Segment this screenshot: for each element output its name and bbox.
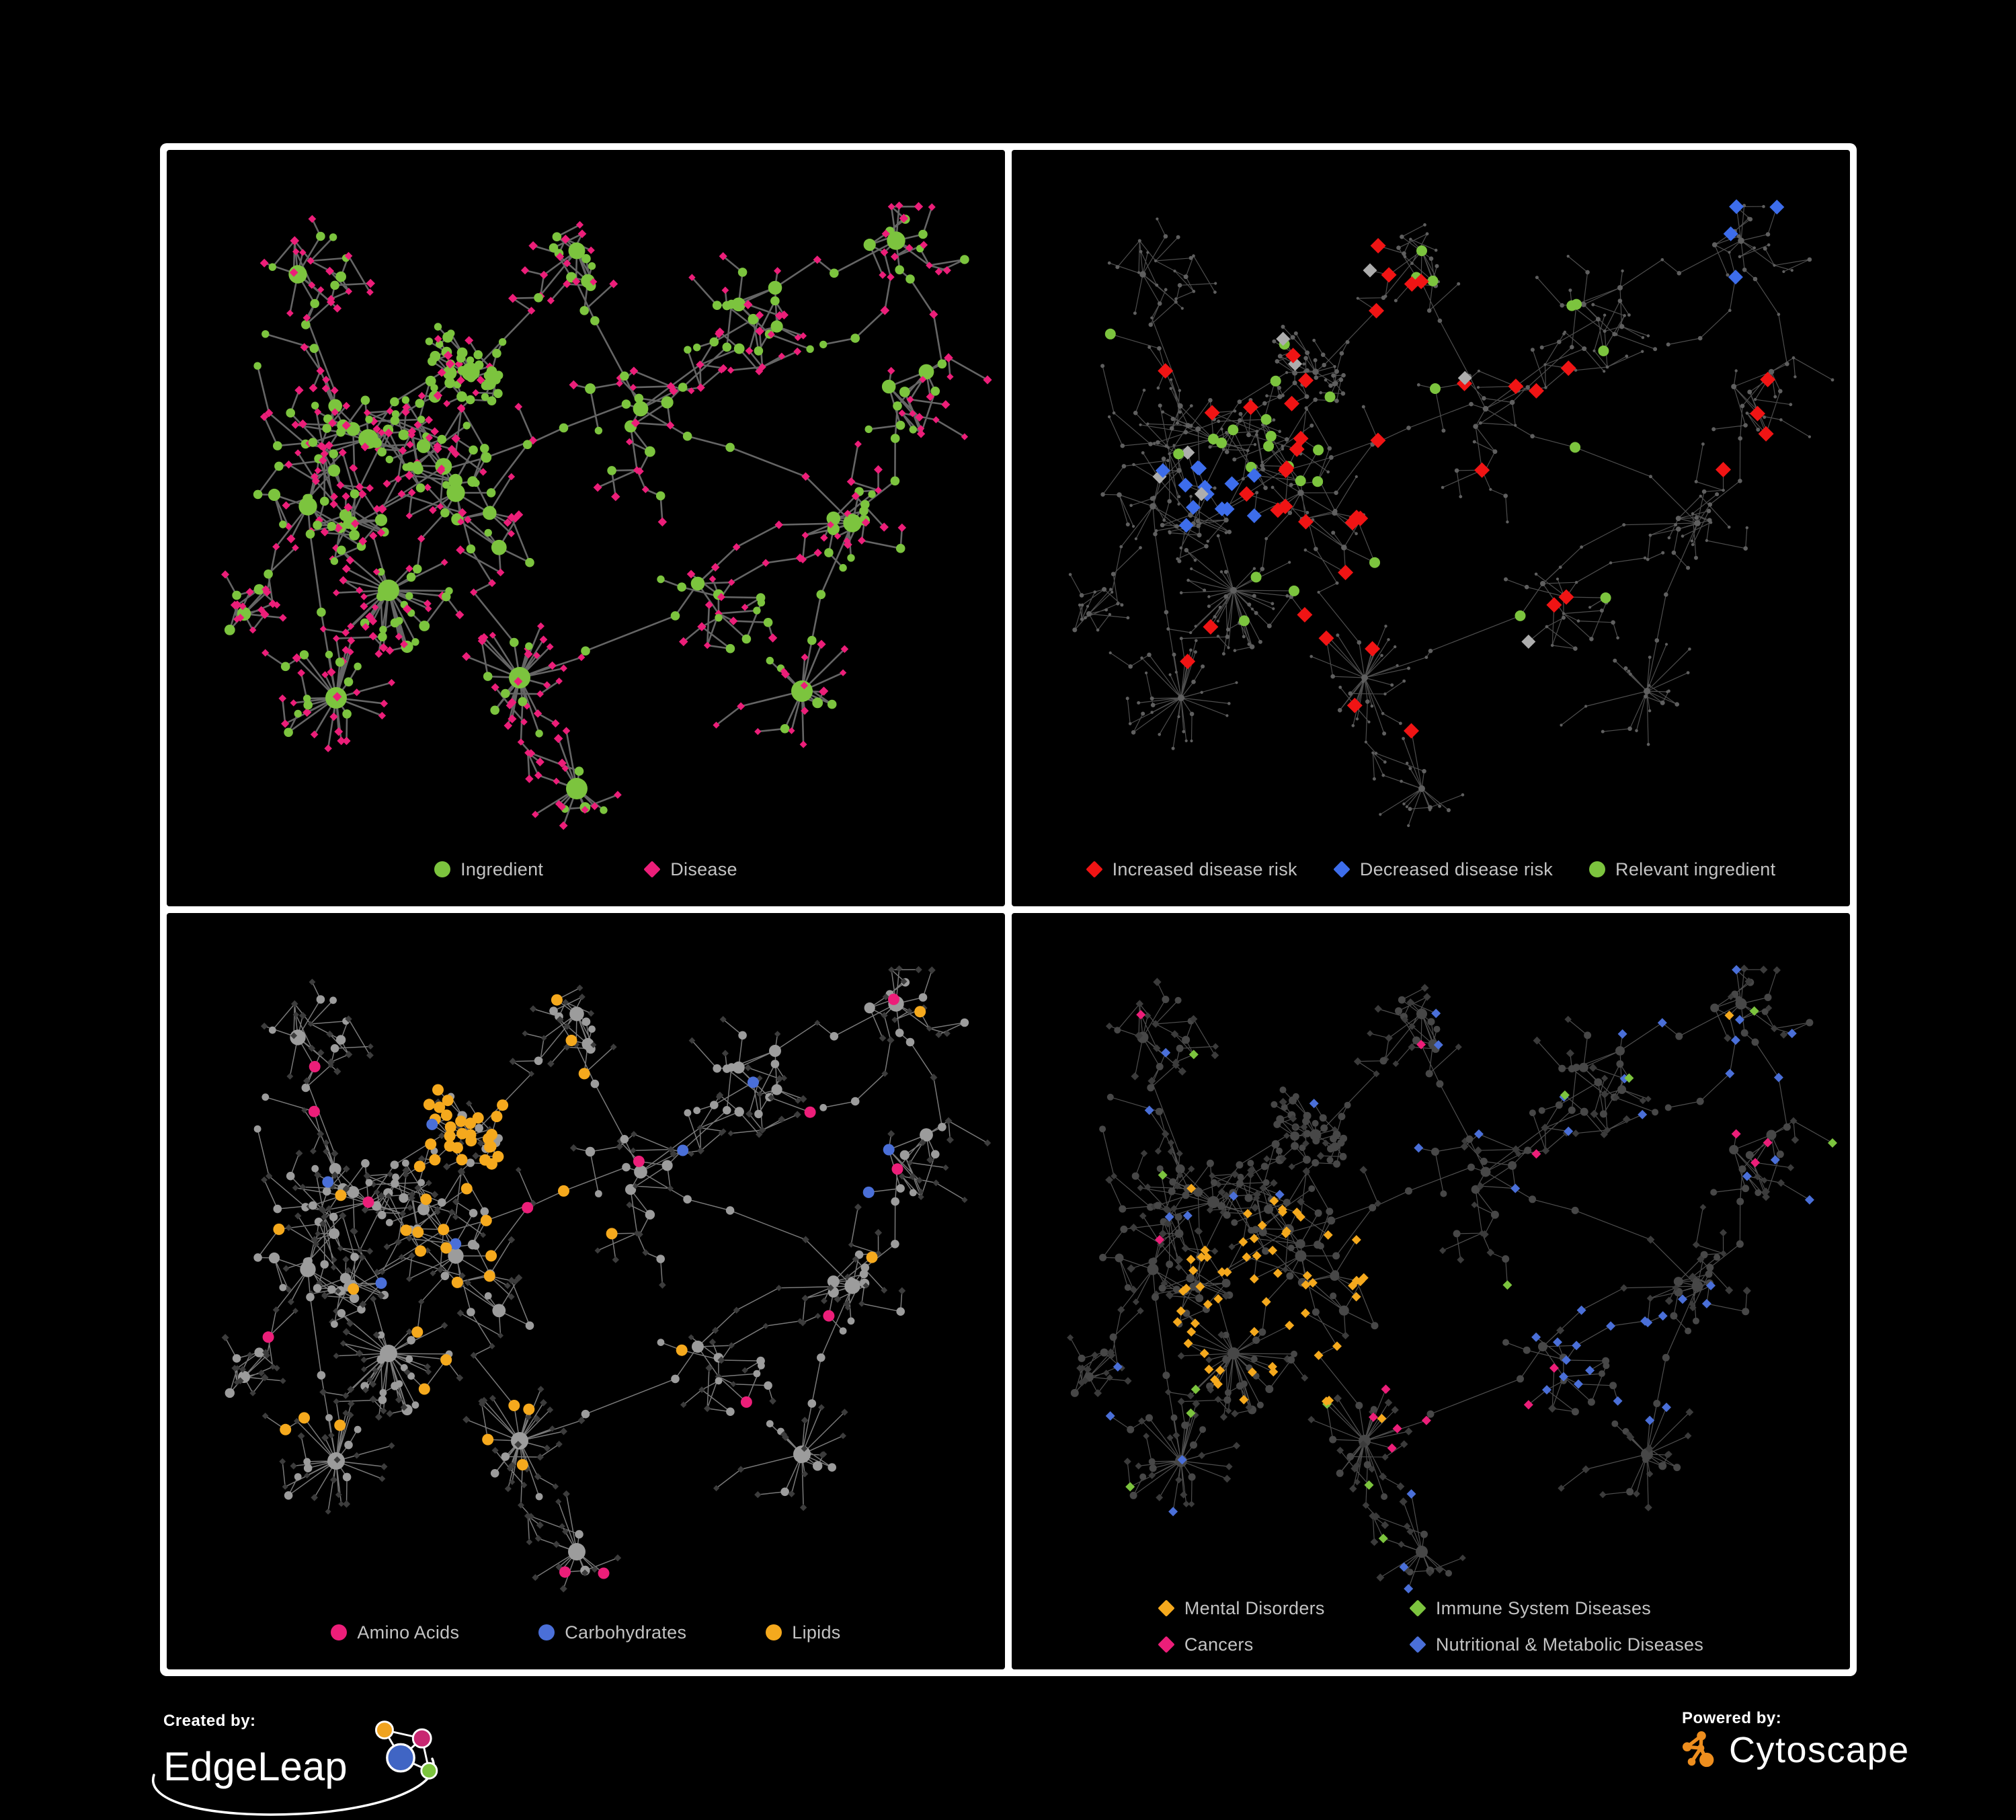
- legend-item-carbohydrates: Carbohydrates: [538, 1618, 686, 1647]
- cytoscape-logo-text: Cytoscape: [1729, 1730, 1910, 1770]
- panel-disease-risk: Increased disease risk Decreased disease …: [1012, 150, 1850, 906]
- legend-label: Nutritional & Metabolic Diseases: [1435, 1634, 1704, 1655]
- diamond-marker-icon: [1158, 1636, 1175, 1653]
- disease-categories-legend: Mental Disorders Immune System Diseases Ca…: [1012, 1593, 1850, 1659]
- circle-marker-icon: [538, 1624, 555, 1640]
- highlight-nodes: [1105, 965, 1837, 1593]
- legend-label: Lipids: [792, 1622, 841, 1643]
- legend-label: Immune System Diseases: [1435, 1597, 1652, 1618]
- disease-categories-network: [1067, 964, 1837, 1593]
- edgeleap-credit: Created by: EdgeLeap: [151, 1712, 486, 1816]
- legend-item-increased-disease-risk: Increased disease risk: [1085, 855, 1297, 884]
- base-nodes: [1067, 964, 1814, 1582]
- legend-item-amino-acids: Amino Acids: [331, 1618, 459, 1647]
- panel-ingredient-disease: Ingredient Disease: [167, 150, 1005, 906]
- legend-label: Relevant ingredient: [1615, 859, 1776, 879]
- base-nodes: [1068, 204, 1834, 828]
- circle-marker-icon: [331, 1624, 348, 1640]
- highlight-nodes: [262, 993, 926, 1579]
- ingredient-disease-legend: Ingredient Disease: [167, 855, 1005, 884]
- legend-item-nutritional-metabolic-diseases: Nutritional & Metabolic Diseases: [1409, 1630, 1704, 1659]
- cytoscape-credit: Powered by: Cytoscape: [1682, 1709, 1964, 1790]
- legend-item-cancers: Cancers: [1158, 1630, 1410, 1659]
- legend-label: Carbohydrates: [565, 1622, 687, 1643]
- edgeleap-logo-icon: [374, 1720, 438, 1780]
- legend-label: Mental Disorders: [1184, 1597, 1325, 1618]
- circle-marker-icon: [1589, 861, 1606, 877]
- legend-item-ingredient: Ingredient: [434, 855, 543, 884]
- ingredient-disease-network: [221, 201, 992, 830]
- highlight-nodes: [1104, 199, 1785, 739]
- ingredient-classes-network: [221, 965, 992, 1593]
- disease-risk-legend: Increased disease risk Decreased disease …: [1012, 855, 1850, 884]
- edgeleap-logo: EdgeLeap: [163, 1720, 486, 1800]
- legend-item-decreased-disease-risk: Decreased disease risk: [1333, 855, 1554, 884]
- diamond-marker-icon: [1158, 1599, 1175, 1617]
- legend-label: Decreased disease risk: [1359, 859, 1554, 879]
- cytoscape-logo: Cytoscape: [1682, 1731, 1964, 1770]
- legend-item-lipids: Lipids: [766, 1618, 840, 1647]
- panel-grid: Ingredient Disease Increased disease risk…: [160, 143, 1857, 1676]
- ingredient-classes-legend: Amino Acids Carbohydrates Lipids: [167, 1618, 1005, 1647]
- legend-item-relevant-ingredient: Relevant ingredient: [1589, 855, 1775, 884]
- legend-item-mental-disorders: Mental Disorders: [1158, 1593, 1410, 1623]
- circle-marker-icon: [434, 861, 451, 877]
- diamond-marker-icon: [1085, 861, 1103, 878]
- legend-label: Increased disease risk: [1112, 859, 1297, 879]
- base-nodes: [221, 201, 992, 830]
- diamond-marker-icon: [1409, 1636, 1426, 1653]
- edgeleap-logo-text: EdgeLeap: [163, 1743, 348, 1789]
- circle-marker-icon: [766, 1624, 782, 1640]
- powered-by-label: Powered by:: [1682, 1709, 1782, 1727]
- panel-disease-categories: Mental Disorders Immune System Diseases Ca…: [1012, 913, 1850, 1669]
- created-by-label: Created by:: [163, 1712, 256, 1730]
- panel-ingredient-classes: Amino Acids Carbohydrates Lipids: [167, 913, 1005, 1669]
- legend-item-disease: Disease: [643, 855, 737, 884]
- cytoscape-logo-icon: [1682, 1731, 1714, 1768]
- legend-item-immune-system-diseases: Immune System Diseases: [1409, 1593, 1703, 1623]
- legend-label: Ingredient: [460, 859, 544, 879]
- diamond-marker-icon: [643, 861, 661, 878]
- legend-label: Disease: [670, 859, 737, 879]
- legend-label: Cancers: [1184, 1634, 1254, 1655]
- diamond-marker-icon: [1333, 861, 1350, 878]
- diamond-marker-icon: [1409, 1599, 1426, 1617]
- disease-risk-network: [1068, 199, 1834, 828]
- legend-label: Amino Acids: [357, 1622, 460, 1643]
